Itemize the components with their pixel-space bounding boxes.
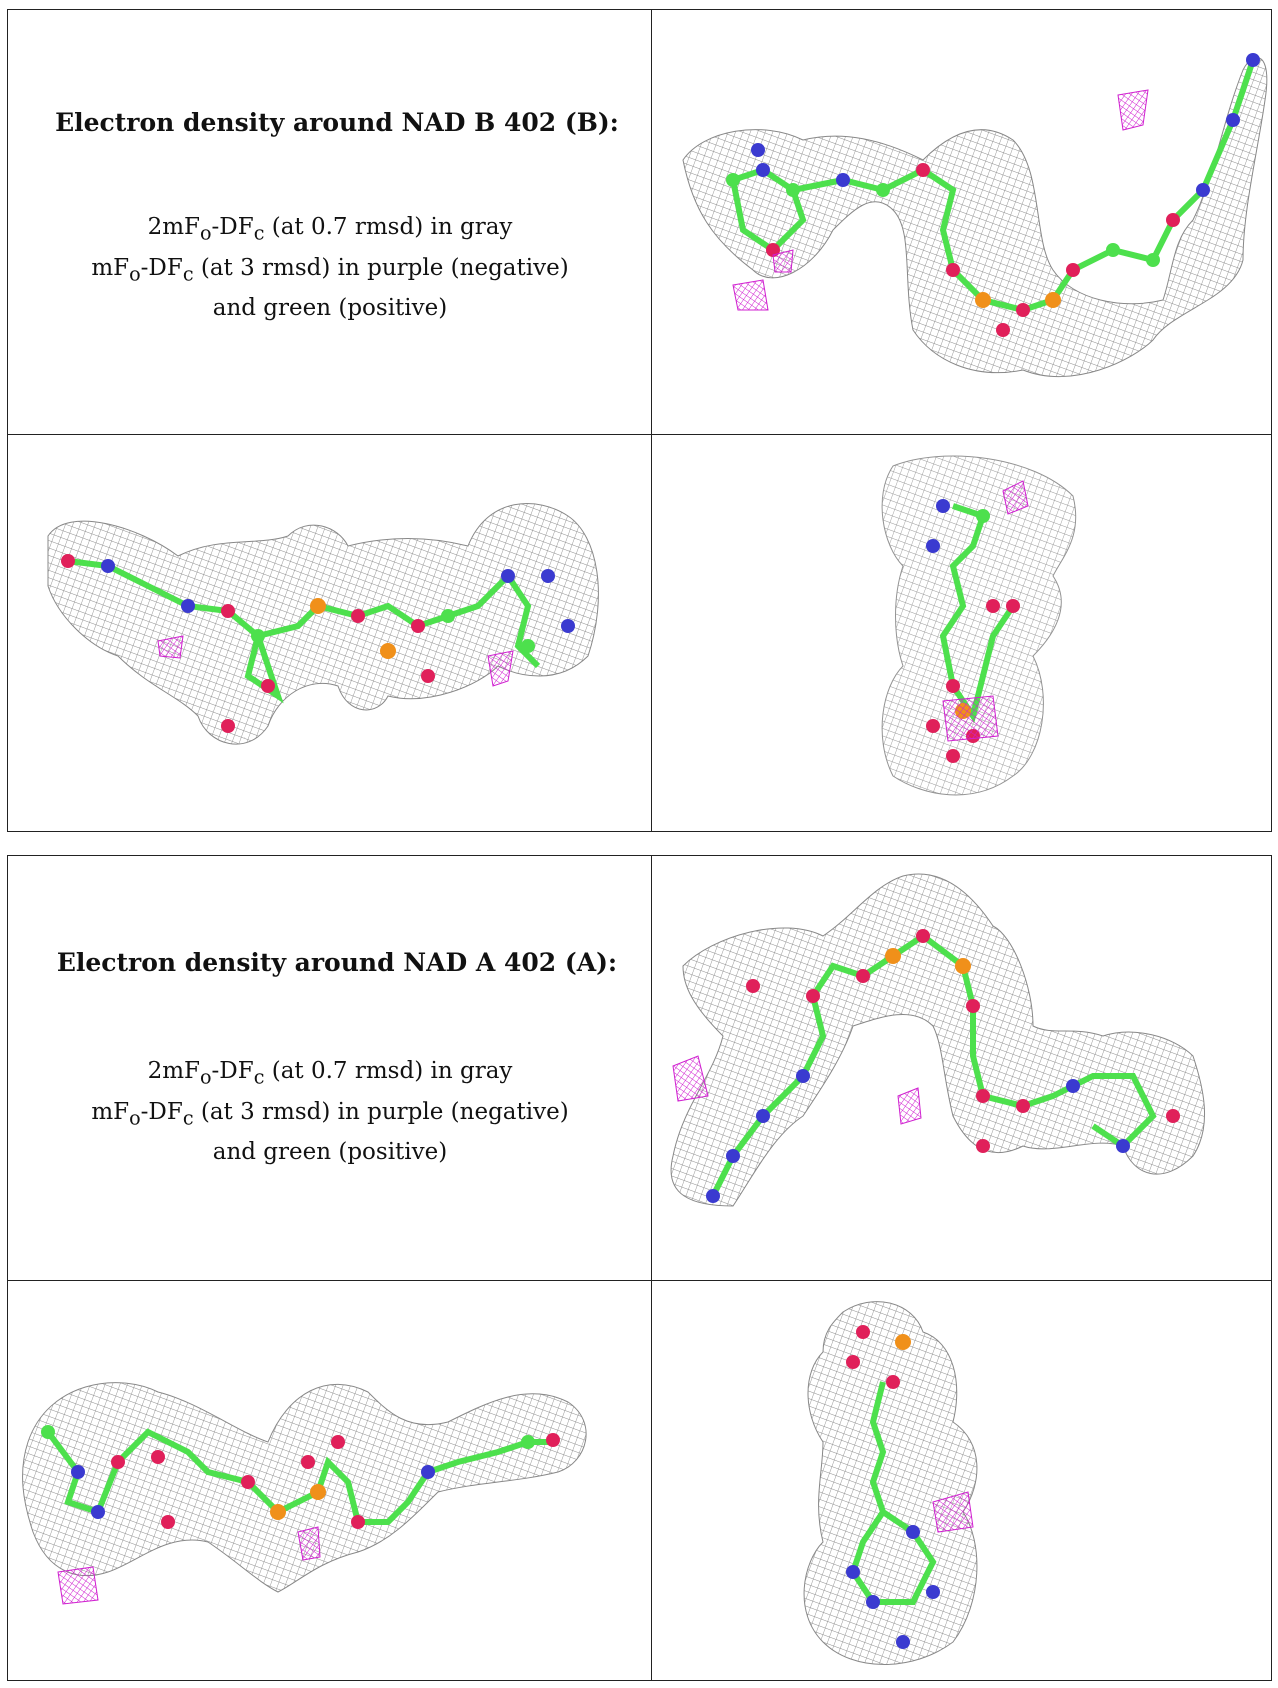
panel-title: Electron density around NAD B 402 (B): — [55, 108, 619, 137]
row-divider — [8, 1280, 1271, 1281]
density-image-view-2 — [8, 1282, 650, 1680]
density-image-view-1 — [653, 10, 1271, 433]
density-image-view-2 — [8, 436, 650, 831]
legend-text: 2mFo-DFc (at 0.7 rmsd) in gray mFo-DFc (… — [91, 1058, 569, 1166]
column-divider — [651, 10, 652, 831]
density-image-view-3 — [653, 1282, 1271, 1680]
column-divider — [651, 856, 652, 1680]
row-divider — [8, 434, 1271, 435]
panel-nad-b: Electron density around NAD B 402 (B): 2… — [7, 9, 1272, 832]
panel-title: Electron density around NAD A 402 (A): — [56, 948, 618, 977]
legend-text: 2mFo-DFc (at 0.7 rmsd) in gray mFo-DFc (… — [91, 214, 569, 322]
panel-nad-a: Electron density around NAD A 402 (A): 2… — [7, 855, 1272, 1681]
density-image-view-3 — [653, 436, 1271, 831]
density-image-view-1 — [653, 856, 1271, 1279]
